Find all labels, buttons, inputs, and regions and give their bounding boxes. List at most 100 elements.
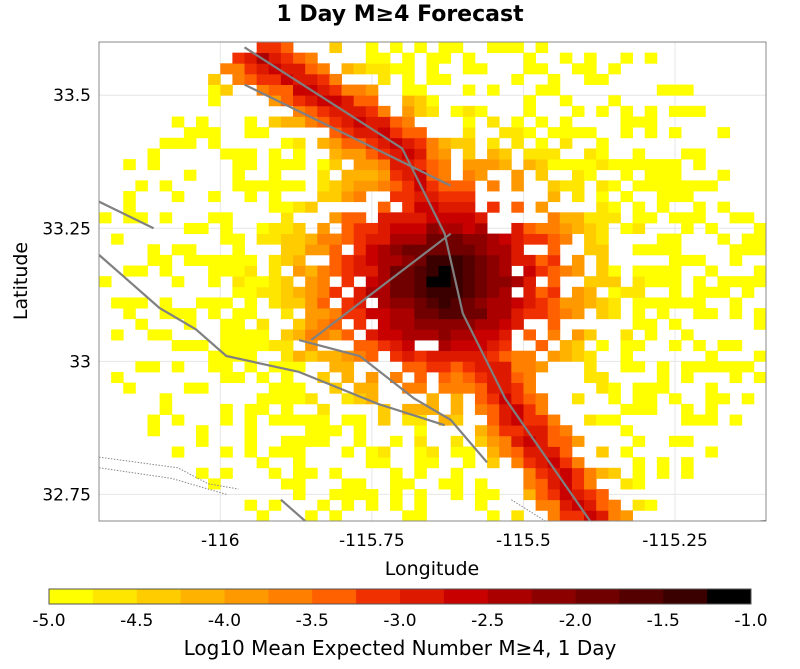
heatmap-cell: [438, 212, 452, 224]
heatmap-cell: [656, 244, 670, 256]
heatmap-cell: [390, 169, 403, 181]
heatmap-cell: [377, 116, 391, 128]
heatmap-cell: [365, 137, 379, 149]
heatmap-cell: [547, 84, 561, 96]
heatmap-cell: [462, 457, 476, 469]
heatmap-cell: [644, 403, 658, 415]
heatmap-cell: [414, 169, 427, 181]
heatmap-cell: [414, 329, 427, 341]
heatmap-cell: [438, 276, 452, 288]
heatmap-cell: [717, 233, 731, 245]
heatmap-cell: [99, 276, 112, 288]
heatmap-cell: [280, 403, 294, 415]
heatmap-cell: [681, 148, 694, 160]
heatmap-cell: [705, 393, 718, 405]
heatmap-cell: [474, 340, 488, 352]
heatmap-cell: [244, 73, 258, 85]
heatmap-cell: [499, 340, 512, 352]
heatmap-cell: [668, 286, 682, 298]
heatmap-cell: [293, 201, 306, 213]
heatmap-cell: [438, 201, 452, 213]
heatmap-cell: [450, 340, 464, 352]
heatmap-cell: [620, 116, 633, 128]
heatmap-cell: [232, 308, 245, 320]
heatmap-cell: [317, 84, 330, 96]
heatmap-cell: [377, 159, 391, 171]
heatmap-cell: [644, 159, 658, 171]
heatmap-cell: [608, 499, 621, 511]
heatmap-cell: [693, 159, 706, 171]
heatmap-cell: [390, 180, 403, 192]
heatmap-cell: [159, 265, 173, 277]
heatmap-cell: [317, 297, 330, 309]
heatmap-cell: [268, 297, 282, 309]
heatmap-cell: [584, 489, 597, 501]
heatmap-cells: [99, 42, 766, 521]
heatmap-cell: [353, 127, 367, 139]
fault-line: [280, 498, 307, 521]
heatmap-cell: [365, 276, 379, 288]
heatmap-cell: [753, 233, 766, 245]
heatmap-cell: [462, 84, 476, 96]
heatmap-cell: [317, 73, 330, 85]
heatmap-cell: [208, 308, 221, 320]
heatmap-cell: [644, 116, 658, 128]
heatmap-cell: [596, 159, 609, 171]
colorbar-segment: [49, 589, 94, 604]
heatmap-cell: [196, 425, 209, 437]
heatmap-cell: [438, 222, 452, 234]
heatmap-cell: [377, 244, 391, 256]
heatmap-cell: [353, 393, 367, 405]
heatmap-cell: [693, 148, 706, 160]
heatmap-cell: [402, 212, 415, 224]
heatmap-cell: [414, 371, 427, 384]
heatmap-cell: [402, 201, 415, 213]
heatmap-cell: [390, 148, 403, 160]
heatmap-cell: [377, 169, 391, 181]
heatmap-cell: [268, 169, 282, 181]
heatmap-cell: [608, 414, 621, 426]
heatmap-cell: [147, 254, 161, 266]
heatmap-cell: [414, 244, 427, 256]
heatmap-cell: [244, 425, 258, 437]
heatmap-cell: [462, 159, 476, 171]
heatmap-cell: [596, 212, 609, 224]
heatmap-cell: [547, 254, 561, 266]
heatmap-cell: [559, 489, 573, 501]
heatmap-cell: [426, 393, 439, 405]
heatmap-cell: [535, 297, 549, 309]
heatmap-cell: [681, 329, 694, 341]
heatmap-cell: [511, 276, 524, 288]
heatmap-cell: [596, 340, 609, 352]
heatmap-cell: [305, 63, 318, 75]
heatmap-cell: [414, 254, 427, 266]
heatmap-cell: [414, 361, 427, 373]
heatmap-cell: [523, 233, 536, 245]
heatmap-cell: [474, 212, 488, 224]
heatmap-cell: [341, 371, 355, 384]
heatmap-cell: [462, 446, 476, 458]
heatmap-cell: [523, 159, 536, 171]
heatmap-cell: [208, 84, 221, 96]
heatmap-cell: [632, 308, 646, 320]
heatmap-cell: [729, 297, 743, 309]
heatmap-cell: [123, 201, 136, 213]
heatmap-cell: [717, 340, 731, 352]
heatmap-cell: [668, 393, 682, 405]
heatmap-cell: [656, 159, 670, 171]
heatmap-cell: [220, 297, 233, 309]
heatmap-cell: [511, 414, 524, 426]
heatmap-cell: [693, 212, 706, 224]
heatmap-cell: [365, 393, 379, 405]
heatmap-cell: [511, 425, 524, 437]
heatmap-cell: [280, 42, 294, 54]
heatmap-cell: [244, 116, 258, 128]
heatmap-cell: [135, 212, 148, 224]
heatmap-cell: [450, 478, 464, 490]
heatmap-cell: [523, 308, 536, 320]
heatmap-cell: [608, 95, 621, 107]
heatmap-cell: [644, 127, 658, 139]
heatmap-cell: [620, 446, 633, 458]
heatmap-cell: [450, 244, 464, 256]
